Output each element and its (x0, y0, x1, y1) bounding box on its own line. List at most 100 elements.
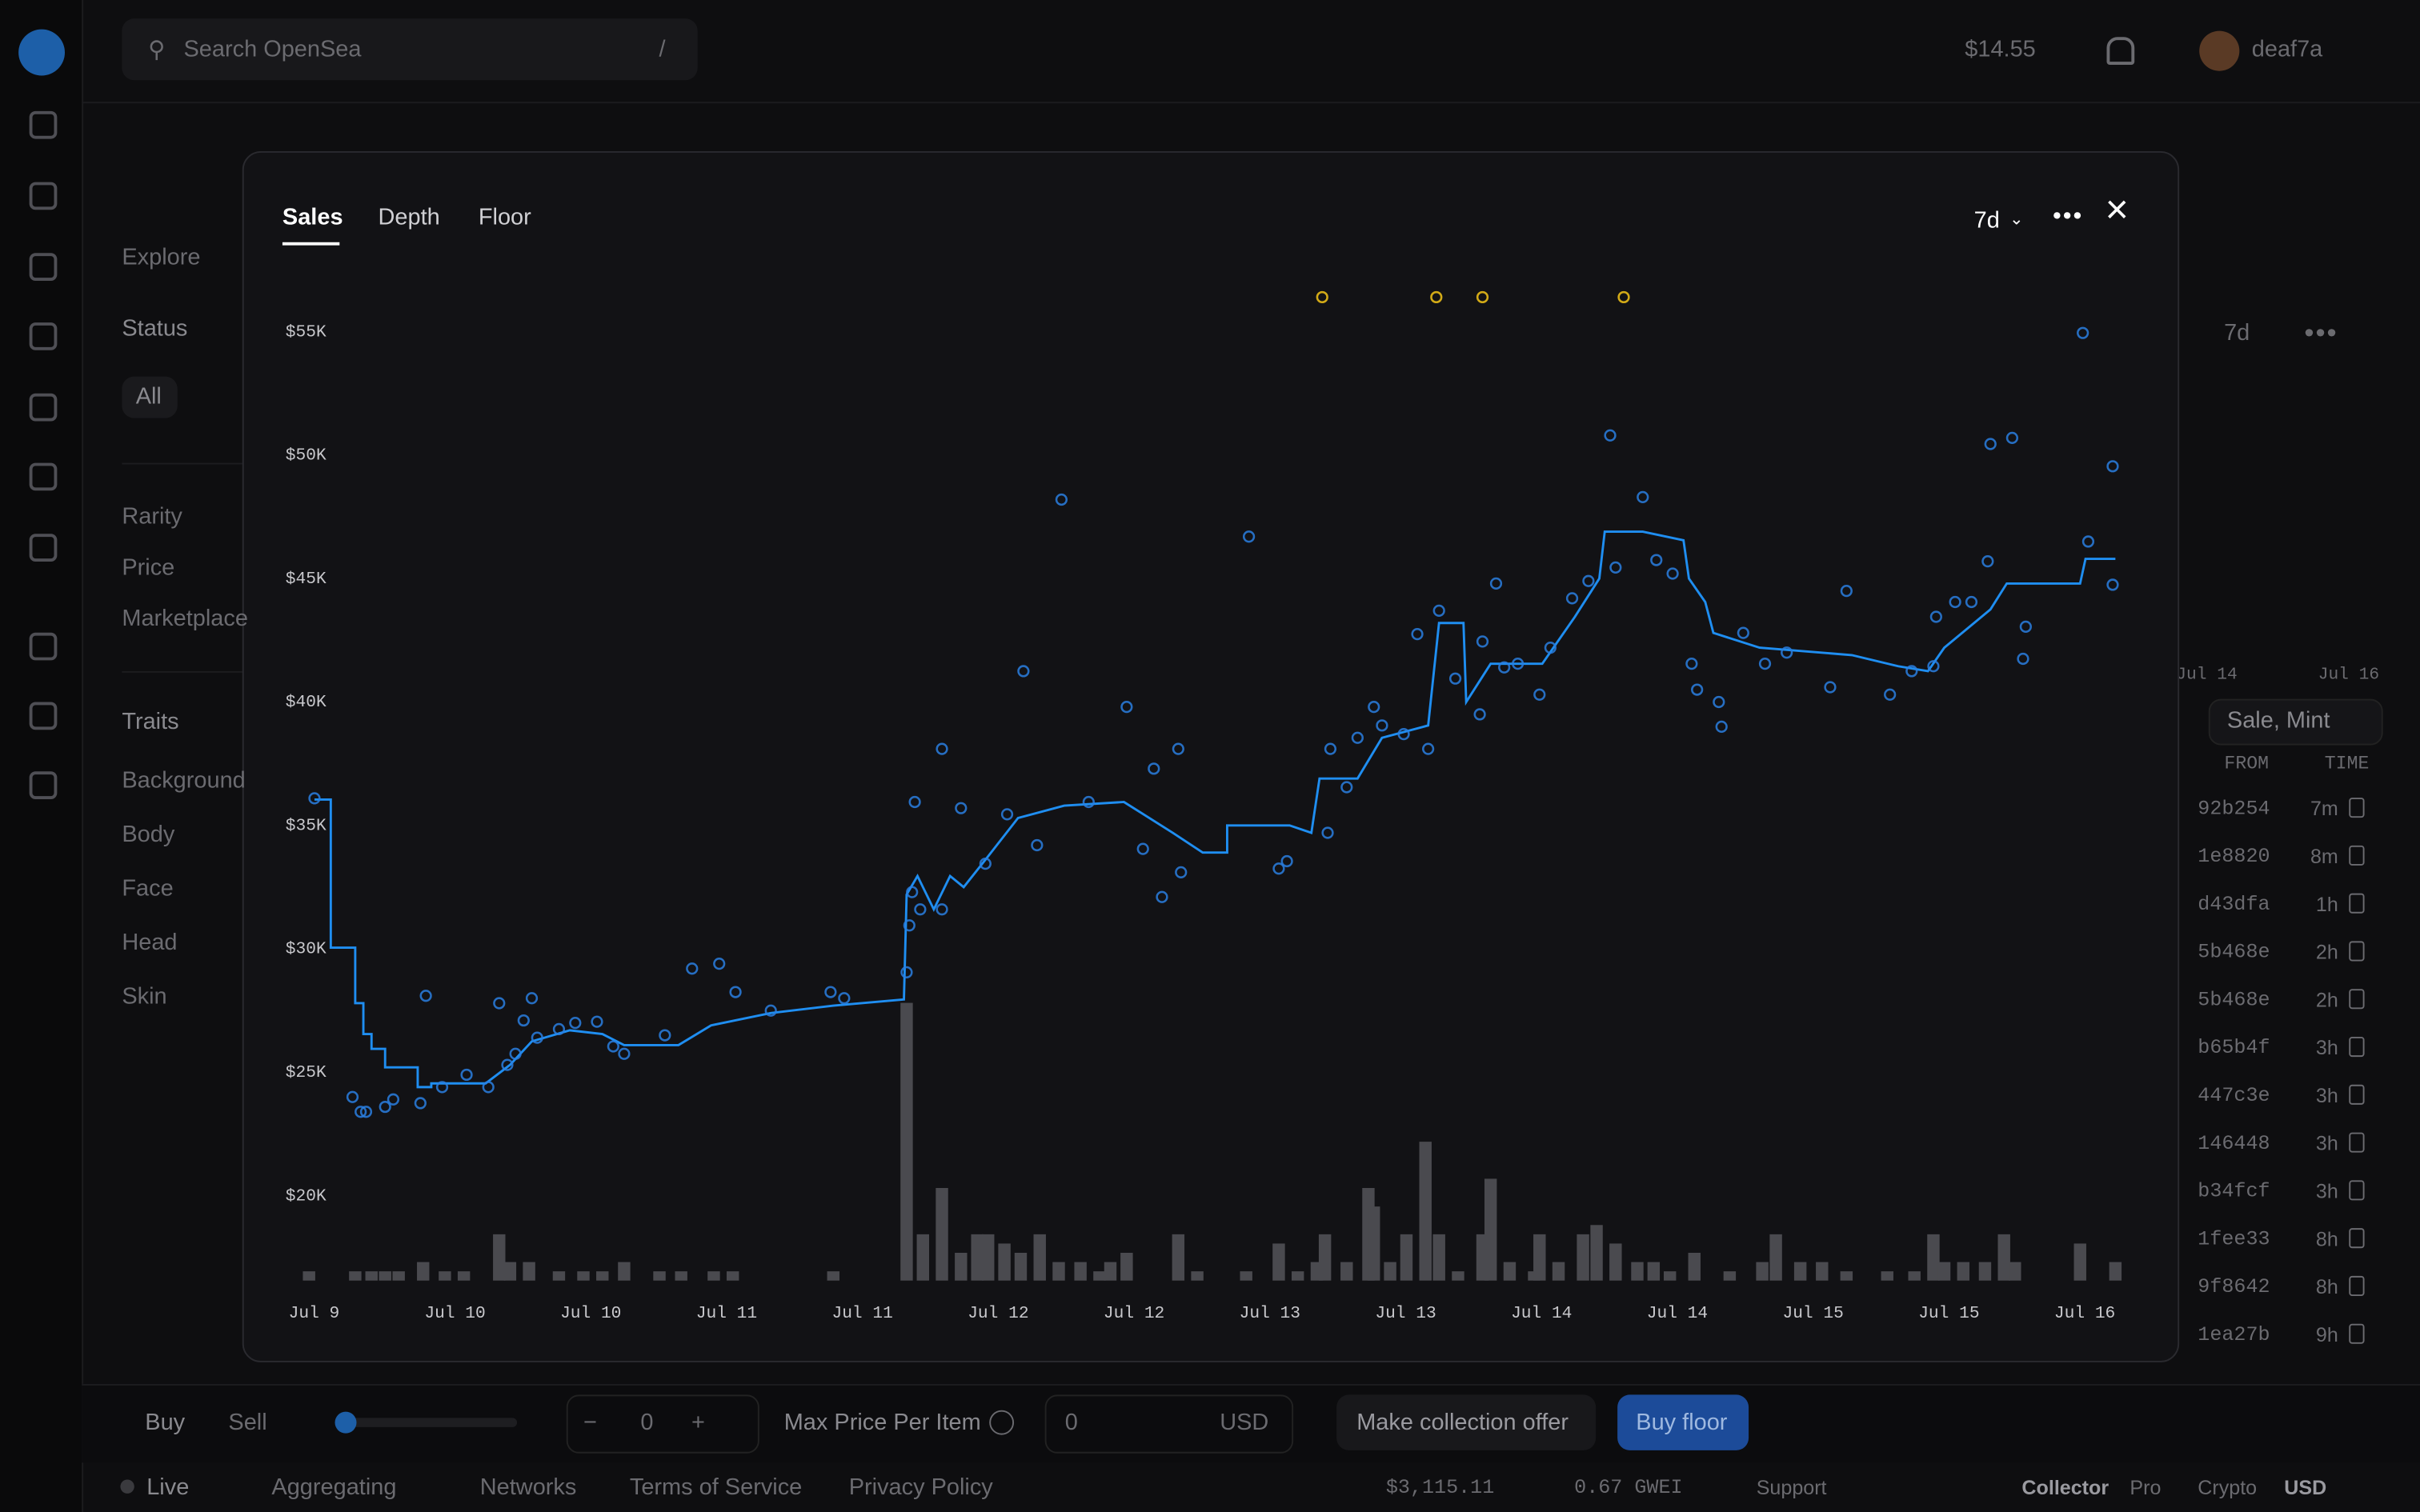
sale-point (1715, 720, 1728, 733)
volume-bar (1533, 1234, 1546, 1281)
event-filter[interactable] (2208, 698, 2383, 746)
volume-bar (1452, 1271, 1464, 1281)
avatar[interactable] (2199, 30, 2240, 71)
nav-icon[interactable] (29, 462, 58, 491)
mode[interactable]: Collector (2021, 1475, 2109, 1499)
footer-link[interactable]: Terms of Service (629, 1474, 803, 1501)
volume-bar (1978, 1262, 1992, 1281)
time: 1h (2315, 892, 2338, 916)
tab[interactable]: Explore (122, 244, 201, 271)
slider-thumb[interactable] (335, 1411, 357, 1434)
sale-point (729, 986, 742, 998)
sale-point (517, 1014, 530, 1027)
username[interactable]: deaf7a (2251, 36, 2323, 63)
sale-point (713, 957, 726, 970)
sale-point (2077, 326, 2089, 339)
x-tick-label: Jul 9 (289, 1304, 340, 1323)
sale-point (1498, 661, 1511, 674)
nav-icon[interactable] (29, 393, 58, 422)
aggregating[interactable]: Aggregating (271, 1474, 397, 1501)
nav-icon[interactable] (29, 182, 58, 210)
slider[interactable] (339, 1418, 518, 1427)
offer-button[interactable] (1336, 1394, 1597, 1450)
status-dot (120, 1479, 134, 1494)
close-button[interactable]: × (2105, 186, 2129, 233)
modal-tab[interactable]: Floor (478, 204, 531, 231)
sidebar (0, 0, 84, 1512)
period-select[interactable]: 7d (1973, 207, 2000, 234)
sale-point (1840, 585, 1853, 598)
bell-icon[interactable] (2106, 37, 2135, 65)
plus[interactable]: + (691, 1409, 705, 1436)
volume-bar (1631, 1262, 1644, 1281)
price-input[interactable] (1044, 1394, 1294, 1454)
sale-point (1604, 429, 1617, 442)
time: 2h (2315, 940, 2338, 964)
minus[interactable]: − (583, 1409, 597, 1436)
from: 5b468e (2198, 940, 2270, 964)
chip-label[interactable]: All (135, 383, 162, 410)
nav-icon[interactable] (29, 534, 58, 562)
x-tick-label: Jul 12 (968, 1304, 1028, 1323)
sale-point (1280, 854, 1293, 868)
sale-point (1685, 658, 1698, 670)
y-tick-label: $45K (286, 570, 327, 589)
volume-bar (392, 1271, 405, 1281)
y-tick-label: $25K (286, 1063, 327, 1082)
from: b34fcf (2198, 1179, 2270, 1203)
chip[interactable] (122, 376, 178, 418)
chevron[interactable]: ⌄ (2009, 210, 2024, 230)
sale-point (1376, 719, 1388, 732)
sale-point (419, 990, 432, 1002)
currency-option[interactable]: Crypto (2198, 1475, 2258, 1499)
sale-point (1737, 626, 1749, 639)
sale-point (1512, 658, 1525, 670)
offer-button-label[interactable]: Make collection offer (1356, 1409, 1569, 1436)
info-icon[interactable] (989, 1410, 1015, 1435)
trait-item: Face (122, 875, 174, 902)
sale-point (1148, 762, 1160, 775)
search-box[interactable] (122, 18, 698, 81)
sale-point (1824, 681, 1837, 694)
nav-icon[interactable] (29, 110, 58, 139)
nav-icon[interactable] (29, 322, 58, 350)
currency-option[interactable]: USD (2284, 1475, 2327, 1499)
more-icon[interactable]: ••• (2052, 203, 2084, 230)
footer-link[interactable]: Privacy Policy (848, 1474, 993, 1501)
more-icon[interactable]: ••• (2304, 317, 2338, 348)
balance[interactable]: $14.55 (1965, 36, 2036, 63)
event-filter-label[interactable]: Sale, Mint (2226, 707, 2330, 734)
sale-point (2106, 578, 2119, 591)
from: 146448 (2198, 1131, 2270, 1155)
nav-icon[interactable] (29, 253, 58, 281)
period[interactable]: 7d (2224, 320, 2250, 346)
volume-bar (675, 1271, 687, 1281)
networks[interactable]: Networks (479, 1474, 577, 1501)
search-placeholder: Search OpenSea (183, 36, 362, 63)
buy-floor-label[interactable]: Buy floor (1636, 1409, 1728, 1436)
support[interactable]: Support (1756, 1475, 1827, 1499)
nav-icon[interactable] (29, 702, 58, 730)
buy-tab[interactable]: Buy (145, 1409, 186, 1436)
sale-point (1156, 890, 1168, 903)
filter-item: Rarity (122, 503, 182, 530)
volume-bar (2073, 1243, 2086, 1281)
modal-tab[interactable]: Sales (282, 204, 343, 231)
volume-bar (1663, 1271, 1677, 1281)
buy-floor-button[interactable] (1617, 1394, 1749, 1450)
sale-point (435, 1081, 449, 1094)
logo[interactable] (18, 29, 65, 76)
nav-icon[interactable] (29, 771, 58, 799)
modal-tab[interactable]: Depth (378, 204, 440, 231)
volume-bar (1957, 1262, 1970, 1281)
sale-point (1691, 683, 1704, 696)
quantity-box[interactable] (566, 1394, 759, 1454)
volume-bar (596, 1271, 609, 1281)
volume-bar (707, 1271, 720, 1281)
time: 8m (2310, 844, 2338, 868)
sell-tab[interactable]: Sell (228, 1409, 267, 1436)
nav-icon[interactable] (29, 632, 58, 661)
mode[interactable]: Pro (2130, 1475, 2162, 1499)
sale-point (1609, 561, 1622, 574)
volume-bar (1172, 1234, 1185, 1281)
